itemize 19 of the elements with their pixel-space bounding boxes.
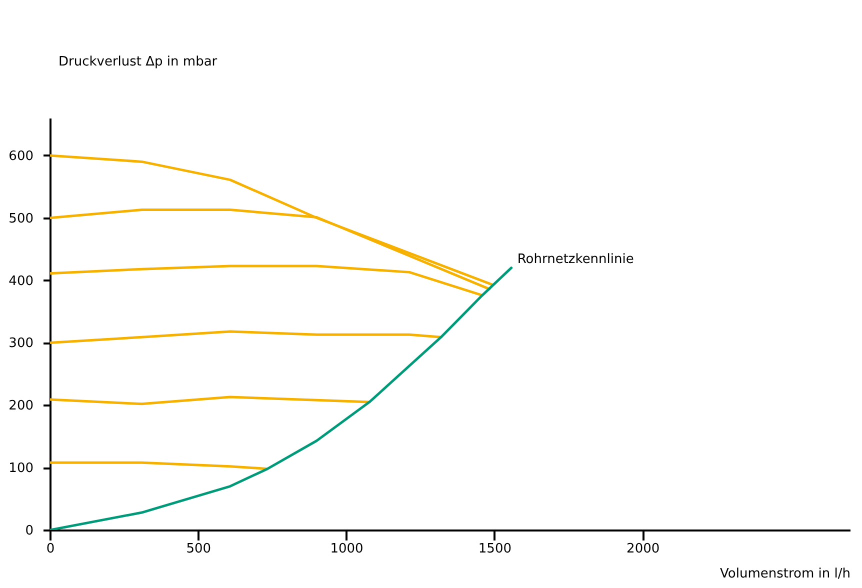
series-label: Rohrnetzkennlinie [517,252,634,267]
line-series [50,264,484,297]
x-tick-label: 1500 [478,542,512,556]
x-tick-label: 1000 [330,542,364,556]
line-series [50,266,513,530]
y-tick-label: 0 [25,524,34,538]
y-tick-label: 200 [8,398,34,414]
x-axis-title: Volumenstrom in l/h [720,566,850,582]
x-tick-label: 2000 [626,542,660,556]
y-tick-label: 100 [8,461,34,476]
y-tick-label: 300 [8,336,34,352]
y-tick-label: 600 [8,148,34,164]
y-tick-label: 400 [8,274,34,289]
x-tick-label: 500 [186,542,212,556]
x-tick-label: 0 [46,542,55,556]
y-axis-title: Druckverlust Δp in mbar [58,54,218,70]
line-series [50,330,442,344]
line-series [50,396,371,406]
y-tick-label: 500 [8,211,34,226]
